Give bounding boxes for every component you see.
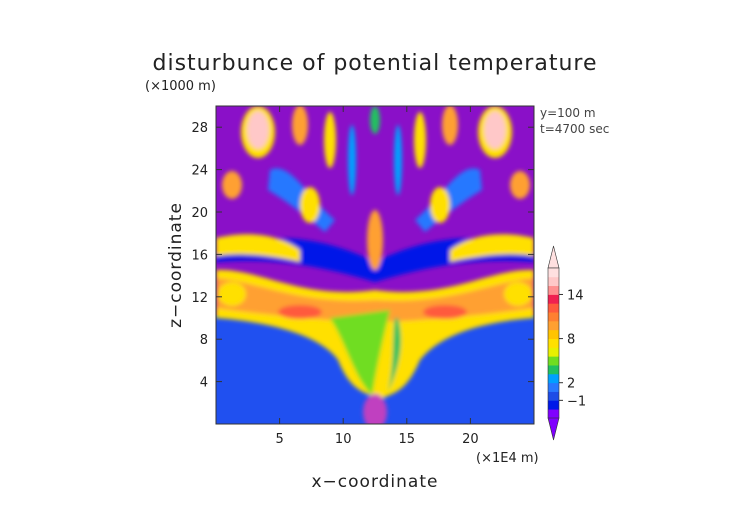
colorbar-label: 8 (567, 333, 575, 348)
y-unit-label: (×1000 m) (145, 79, 216, 94)
colorbar-level (548, 303, 559, 313)
colorbar-level (548, 409, 559, 419)
y-tick-label: 4 (200, 376, 208, 391)
colorbar-level (548, 365, 559, 375)
annotation-y: y=100 m (540, 106, 596, 120)
colorbar: −1 2 8 14 (547, 245, 586, 441)
colorbar-label: 2 (567, 377, 575, 392)
colorbar-label: 14 (567, 288, 584, 303)
x-tick-label: 5 (275, 432, 283, 447)
colorbar-level (548, 312, 559, 322)
colorbar-level (548, 276, 559, 287)
x-axis-label: x−coordinate (312, 472, 439, 492)
plot-frame (215, 105, 535, 425)
y-tick-label: 28 (191, 121, 208, 136)
colorbar-label: −1 (567, 394, 586, 409)
x-tick-label: 20 (462, 432, 479, 447)
colorbar-min-extend (547, 417, 560, 441)
y-tick-label: 12 (191, 291, 208, 306)
y-axis: 4 8 12 16 20 24 28 (191, 121, 534, 391)
x-tick-label: 15 (399, 432, 416, 447)
x-tick-label: 10 (335, 432, 352, 447)
colorbar-level (548, 400, 559, 410)
colorbar-level (548, 356, 559, 366)
colorbar-level (548, 347, 559, 357)
colorbar-level (548, 329, 559, 339)
y-axis-label: z−coordinate (166, 202, 186, 328)
heatmap-field (216, 106, 534, 424)
colorbar-level (548, 338, 559, 348)
annotation-t: t=4700 sec (540, 122, 609, 136)
colorbar-frame (547, 267, 560, 419)
colorbar-level (548, 373, 559, 384)
colorbar-level (548, 382, 559, 392)
colorbar-level (548, 268, 559, 278)
x-unit-label: (×1E4 m) (476, 451, 539, 466)
colorbar-level (548, 391, 559, 401)
y-tick-label: 20 (191, 206, 208, 221)
colorbar-level (548, 320, 559, 331)
chart-title: disturbunce of potential temperature (153, 51, 598, 76)
colorbar-max-extend (547, 245, 560, 269)
y-tick-label: 24 (191, 164, 208, 179)
y-tick-label: 8 (200, 333, 208, 348)
y-tick-label: 16 (191, 248, 208, 263)
x-axis: 5 10 15 20 (275, 106, 479, 447)
colorbar-level (548, 285, 559, 295)
colorbar-level (548, 294, 559, 304)
